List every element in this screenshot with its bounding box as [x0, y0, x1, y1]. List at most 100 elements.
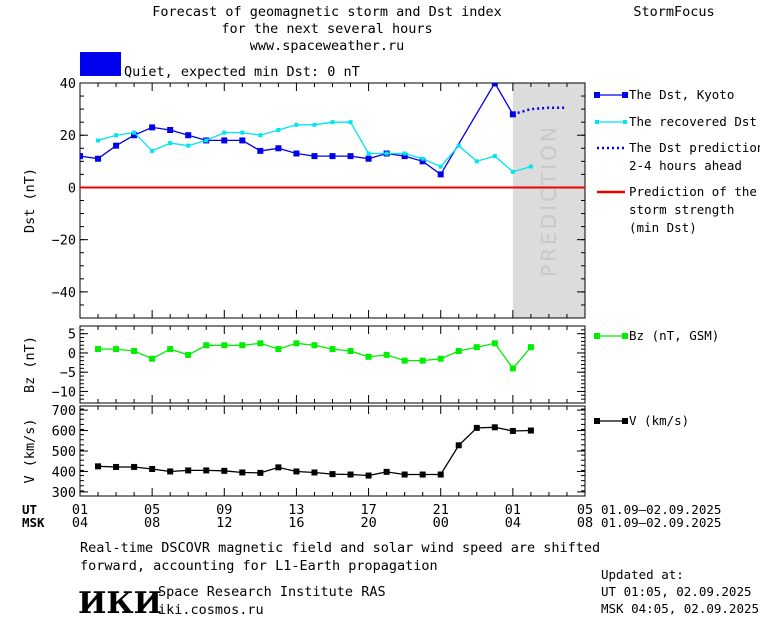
- legend-item-3-label: Prediction of the: [629, 184, 757, 199]
- bz-series-0-point: [167, 346, 174, 353]
- ut-tick-label: 13: [288, 502, 304, 518]
- bz-series-0-point: [527, 344, 534, 351]
- v-panel: 700 600 500 400 300 V (km/s): [22, 403, 586, 501]
- ut-tick-label: 21: [433, 502, 449, 518]
- v-series-0-point: [131, 463, 138, 470]
- dst-ytick-label: 0: [68, 180, 76, 196]
- v-ytick-label: 300: [52, 485, 76, 501]
- legend-item-3-label: (min Dst): [629, 220, 697, 235]
- bz-ylabel: Bz (nT): [22, 336, 38, 393]
- msk-tick-label: 08: [144, 515, 160, 531]
- legend-item-3-label: storm strength: [629, 202, 734, 217]
- dst-series-0-point: [437, 171, 444, 178]
- v-series-0-point: [509, 427, 516, 434]
- bz-series-0-point: [221, 342, 228, 349]
- v-series-0-point: [203, 467, 210, 474]
- dst-series-1-point: [348, 120, 353, 125]
- ut-tick-label: 09: [216, 502, 232, 518]
- dst-series-1-point: [384, 151, 389, 156]
- bz-series-0-point: [113, 346, 120, 353]
- dst-series-0-point: [80, 153, 83, 160]
- dst-ytick-label: 40: [60, 76, 76, 92]
- bz-ytick-label: 0: [68, 346, 76, 362]
- bz-series-0-point: [329, 346, 336, 353]
- brand-name: StormFocus: [633, 4, 714, 20]
- dst-series-1-point: [456, 143, 461, 148]
- status-text: Quiet, expected min Dst: 0 nT: [124, 64, 360, 80]
- dst-series-1-point: [222, 130, 227, 135]
- dst-series-0-line: [80, 83, 514, 176]
- footer-note-line2: forward, accounting for L1-Earth propaga…: [80, 558, 438, 574]
- dst-series-1-point: [312, 122, 317, 127]
- bz-series-0-point: [509, 365, 516, 372]
- msk-tick-label: 04: [72, 515, 88, 531]
- dst-series-1-point: [420, 156, 425, 161]
- v-series-0-point: [167, 468, 174, 475]
- dst-series-1-point: [240, 130, 245, 135]
- dst-series-0-point: [149, 124, 156, 131]
- dst-series-0-point: [257, 147, 264, 154]
- v-series-0-point: [455, 442, 462, 449]
- footer-note-line1: Real-time DSCOVR magnetic field and sola…: [80, 540, 600, 556]
- dst-series-0-point: [419, 158, 426, 165]
- status-swatch: [80, 52, 121, 76]
- dst-series-0-point: [365, 155, 372, 162]
- ut-date-range: 01.09–02.09.2025: [601, 502, 721, 517]
- v-series-0-point: [473, 424, 480, 431]
- dst-series-1-point: [96, 138, 101, 143]
- bz-series-0-point: [257, 340, 264, 347]
- dst-frame: [79, 82, 586, 319]
- dst-series-1-point: [276, 128, 281, 132]
- bz-series-0-point: [455, 348, 462, 355]
- bz-series-0-point: [437, 355, 444, 362]
- dst-series-0-point: [275, 145, 282, 152]
- v-series-0-point: [527, 427, 534, 434]
- bz-series-0-point: [293, 340, 300, 347]
- bz-series-0-point: [95, 346, 102, 353]
- legend-item-5-marker: [622, 418, 628, 424]
- msk-tick-label: 20: [360, 515, 376, 531]
- msk-tick-label: 00: [433, 515, 449, 531]
- legend-item-4-marker: [594, 333, 600, 339]
- bz-series-0-point: [365, 353, 372, 360]
- v-series-0-point: [275, 464, 282, 471]
- dst-series-1-point: [438, 164, 443, 169]
- legend-item-1-label: The recovered Dst: [629, 114, 757, 129]
- bz-series-0-point: [311, 342, 318, 349]
- dst-panel: PREDICTION 40 20 0 −20 −40 Dst (nT): [22, 76, 586, 319]
- v-ytick-label: 500: [52, 444, 76, 460]
- dst-series-1-point: [474, 159, 479, 164]
- v-series-0-point: [293, 468, 300, 475]
- dst-series-1-point: [510, 169, 515, 174]
- msk-tick-label: 16: [288, 515, 304, 531]
- ut-tick-label: 05: [577, 502, 593, 518]
- updated-label: Updated at:: [601, 567, 684, 582]
- legend-item-0-marker: [622, 92, 628, 98]
- dst-ytick-label: −40: [52, 285, 76, 301]
- v-series-0-point: [95, 463, 102, 470]
- legend-item-2-label: 2-4 hours ahead: [629, 158, 742, 173]
- v-ytick-label: 700: [52, 403, 76, 419]
- dst-series-2-line: [512, 106, 567, 116]
- bz-ytick-label: −10: [52, 384, 76, 400]
- dst-series-1-point: [402, 151, 407, 156]
- v-series-0-point: [347, 471, 354, 478]
- legend-item-1-marker: [623, 120, 627, 124]
- dst-series-0-point: [131, 132, 138, 139]
- dst-series-1-point: [132, 130, 137, 135]
- legend-item-4-marker: [622, 333, 628, 339]
- v-series-0-point: [113, 463, 120, 470]
- bz-series-0-point: [185, 351, 192, 358]
- bz-series-0-point: [347, 348, 354, 355]
- v-series-0-point: [419, 471, 426, 478]
- dst-series-1-point: [204, 138, 209, 143]
- v-ytick-label: 400: [52, 464, 76, 480]
- bz-series-0-point: [473, 344, 480, 351]
- dst-series-0-point: [167, 127, 174, 133]
- dst-series-0-point: [491, 83, 498, 86]
- v-ytick-label: 600: [52, 424, 76, 440]
- dst-series-1-point: [168, 141, 173, 146]
- v-frame: [79, 405, 586, 497]
- institute-name: Space Research Institute RAS: [158, 584, 386, 600]
- v-series-0-point: [311, 469, 318, 476]
